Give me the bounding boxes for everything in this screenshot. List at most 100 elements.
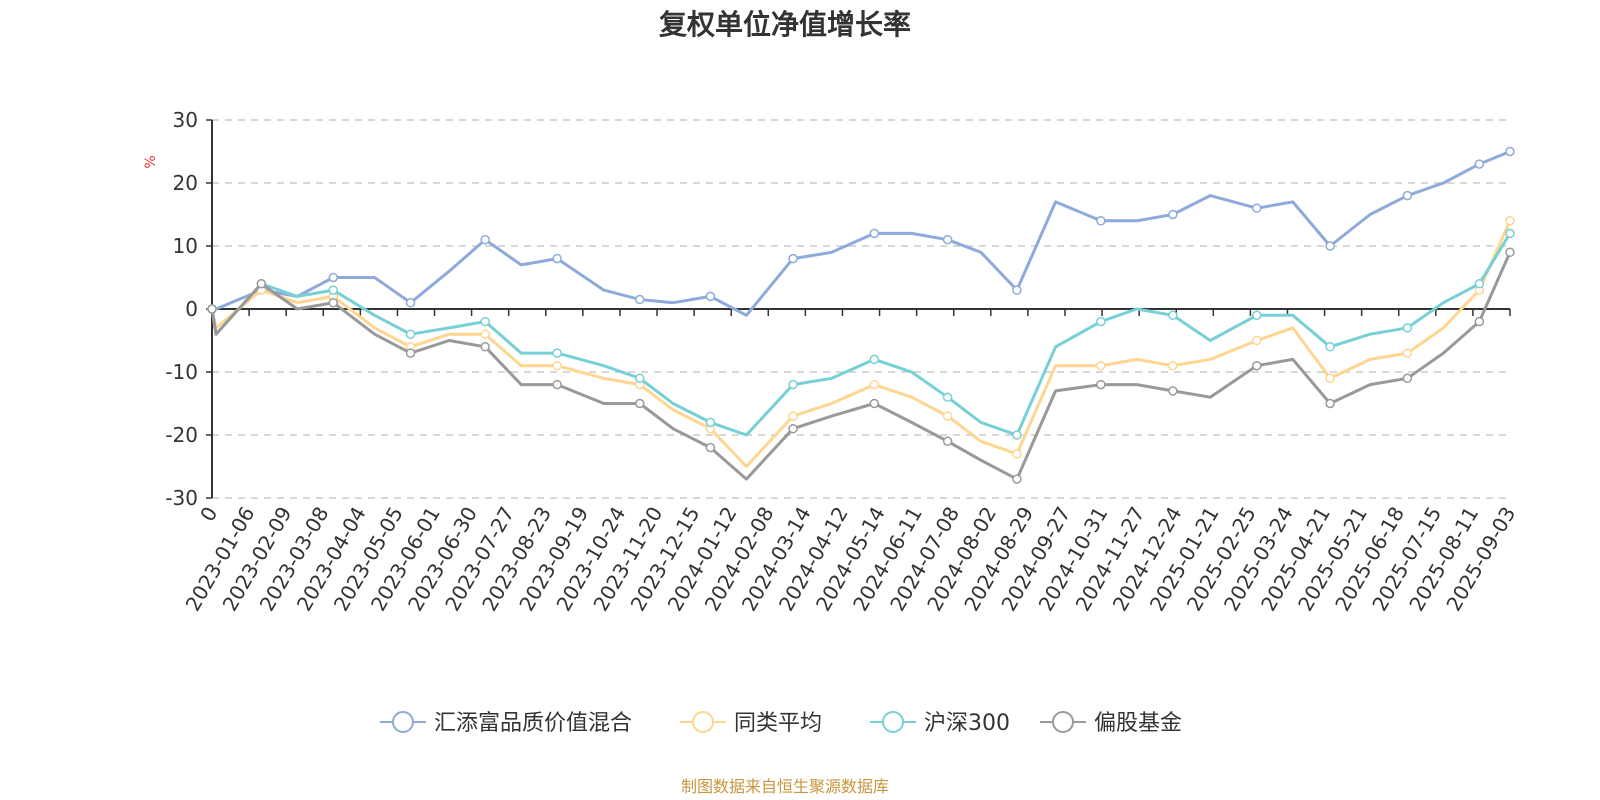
y-tick-label: -30 [165, 486, 198, 510]
data-point [1505, 247, 1515, 258]
data-point [869, 228, 880, 239]
series-0 [207, 146, 1515, 317]
legend-marker [882, 711, 904, 733]
y-tick-label: 30 [173, 108, 198, 132]
data-point [1474, 316, 1485, 327]
y-tick-label: 0 [185, 297, 198, 321]
series-line [212, 150, 1511, 317]
data-point [328, 285, 339, 295]
data-point [328, 297, 339, 308]
data-point [1168, 310, 1178, 321]
data-point [635, 294, 645, 305]
data-point [1252, 335, 1262, 346]
data-point [635, 373, 645, 384]
data-point [788, 411, 798, 421]
data-point [207, 304, 217, 314]
data-point [1505, 146, 1515, 157]
data-point [1325, 373, 1335, 384]
data-point [1325, 398, 1335, 409]
series-line [210, 232, 1512, 437]
data-point [1168, 209, 1178, 220]
legend-label: 同类平均 [734, 711, 822, 736]
data-point [1096, 216, 1106, 226]
series-1 [207, 216, 1515, 468]
legend: 汇添富品质价值混合 同类平均 沪深300 偏股基金 [380, 711, 1182, 736]
legend-marker [1052, 711, 1074, 733]
data-point [1402, 348, 1413, 358]
data-point [256, 279, 267, 289]
y-tick-label: -20 [165, 423, 198, 447]
legend-label: 沪深300 [924, 711, 1010, 736]
data-point [1252, 203, 1262, 213]
x-tick-label: 0 [195, 503, 222, 526]
data-point [1012, 449, 1022, 459]
series-group [207, 146, 1515, 484]
series-2 [207, 228, 1515, 440]
data-point [405, 348, 416, 358]
data-point [405, 297, 416, 308]
series-line [210, 251, 1512, 481]
data-point [1168, 386, 1178, 396]
data-point [1012, 474, 1022, 484]
y-axis-ticks: 30 20 10 0 -10 -20 -30 [165, 108, 212, 510]
data-point [705, 291, 716, 302]
data-point [869, 379, 880, 390]
data-point [552, 253, 562, 264]
data-point [1402, 190, 1413, 201]
data-point [1096, 316, 1106, 327]
grid-lines [212, 119, 1510, 499]
data-point [1402, 373, 1413, 384]
data-point [1252, 360, 1262, 371]
data-point [1474, 159, 1485, 169]
data-point [480, 342, 490, 352]
data-point [1325, 342, 1335, 352]
data-point [1474, 279, 1485, 289]
data-point [1252, 310, 1262, 321]
data-point [1168, 360, 1178, 371]
data-point [1012, 430, 1022, 440]
data-point [405, 329, 416, 339]
data-point [1402, 323, 1413, 333]
data-point [480, 234, 490, 245]
data-point [328, 272, 339, 283]
data-point [552, 360, 562, 371]
data-point [942, 411, 953, 421]
data-point [942, 436, 953, 447]
data-point [1012, 285, 1022, 295]
y-tick-label: -10 [165, 360, 198, 384]
legend-item: 汇添富品质价值混合 [380, 711, 632, 736]
data-point [788, 379, 798, 390]
data-point [788, 423, 798, 434]
data-point [1096, 360, 1106, 371]
legend-item: 同类平均 [680, 711, 822, 736]
x-axis-ticks: 02023-01-062023-02-092023-03-082023-04-0… [181, 309, 1520, 615]
legend-item: 偏股基金 [1040, 711, 1182, 736]
data-point [1505, 216, 1515, 226]
source-note: 制图数据来自恒生聚源数据库 [681, 777, 889, 796]
chart-title: 复权单位净值增长率 [659, 8, 911, 41]
data-point [705, 417, 716, 428]
data-point [1505, 228, 1515, 239]
series-line [210, 220, 1512, 468]
y-axis-label: % [143, 155, 159, 168]
legend-label: 偏股基金 [1094, 711, 1182, 736]
data-point [552, 379, 562, 390]
legend-marker [392, 711, 414, 733]
series-3 [207, 247, 1515, 484]
data-point [942, 392, 953, 402]
axes [211, 120, 1510, 498]
data-point [480, 329, 490, 339]
legend-item: 沪深300 [870, 711, 1010, 736]
data-point [705, 442, 716, 453]
legend-label: 汇添富品质价值混合 [434, 711, 632, 736]
data-point [1096, 379, 1106, 390]
data-point [869, 398, 880, 409]
data-point [942, 234, 953, 245]
y-tick-label: 10 [173, 234, 198, 258]
y-tick-label: 20 [173, 171, 198, 195]
data-point [480, 316, 490, 327]
data-point [869, 354, 880, 365]
data-point [1325, 241, 1335, 251]
data-point [635, 398, 645, 409]
